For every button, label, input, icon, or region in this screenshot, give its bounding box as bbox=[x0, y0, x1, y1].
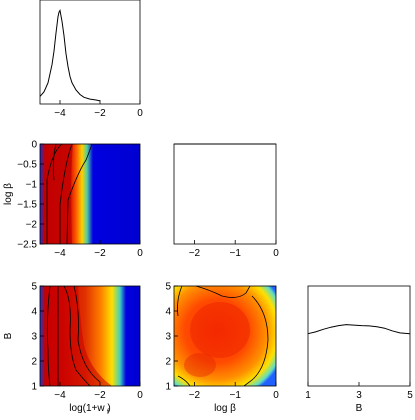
x-tick-label: 0 bbox=[137, 390, 143, 401]
series-line bbox=[39, 8, 101, 102]
contour-line bbox=[63, 285, 91, 387]
y-axis-label: B bbox=[3, 332, 14, 339]
x-tick-label: 5 bbox=[407, 390, 413, 401]
y-tick-label: 3 bbox=[31, 332, 37, 343]
x-axis-label: log β bbox=[214, 403, 236, 414]
x-tick-label: −1 bbox=[229, 390, 241, 401]
x-tick-label: 0 bbox=[137, 108, 143, 119]
x-tick-label: −2 bbox=[94, 108, 106, 119]
contour-line bbox=[52, 143, 57, 181]
x-tick-label: −1 bbox=[229, 248, 241, 259]
heatmap-field bbox=[174, 286, 276, 386]
x-tick-label: −4 bbox=[54, 248, 66, 259]
contour-line bbox=[243, 295, 269, 387]
x-tick-label: 0 bbox=[273, 390, 279, 401]
y-tick-label: −2.5 bbox=[17, 240, 37, 251]
x-tick-label: 1 bbox=[305, 390, 311, 401]
x-tick-label: −2 bbox=[189, 390, 201, 401]
x-tick-label: −2 bbox=[94, 390, 106, 401]
panel-w-marginal: −4 −2 0 bbox=[39, 0, 143, 119]
contour-line bbox=[46, 143, 63, 244]
contour-line bbox=[195, 285, 251, 298]
contour-line bbox=[177, 285, 183, 317]
panel-frame bbox=[39, 0, 141, 105]
series-line bbox=[307, 324, 411, 335]
y-tick-label: −0.5 bbox=[17, 160, 37, 171]
y-tick-label: 1 bbox=[31, 382, 37, 393]
heatmap-hotspot bbox=[184, 353, 216, 377]
x-tick-label: −4 bbox=[54, 108, 66, 119]
contour-line bbox=[59, 143, 73, 244]
y-tick-label: −2 bbox=[26, 220, 38, 231]
panel-frame bbox=[39, 143, 141, 245]
x-axis-label-subscript: f bbox=[107, 409, 109, 416]
y-tick-label: 1 bbox=[165, 382, 171, 393]
panel-logbeta-vs-w: −4 −2 0 0 −0.5 −1 −1.5 −2 −2.5 log β bbox=[3, 140, 143, 260]
x-tick-label: −2 bbox=[94, 248, 106, 259]
x-axis-label: log(1+w ) bbox=[69, 403, 110, 414]
panel-B-vs-logbeta: −2 −1 0 1 2 3 4 5 log β bbox=[165, 282, 279, 415]
x-tick-label: 0 bbox=[137, 248, 143, 259]
y-tick-label: −1 bbox=[26, 180, 38, 191]
contour-line bbox=[73, 285, 101, 383]
contour-line bbox=[46, 285, 51, 387]
panel-frame bbox=[173, 143, 277, 245]
heatmap-red-core bbox=[44, 144, 73, 244]
y-tick-label: 2 bbox=[165, 357, 171, 368]
y-tick-label: 2 bbox=[31, 357, 37, 368]
x-tick-label: 0 bbox=[273, 248, 279, 259]
x-tick-label: −2 bbox=[189, 248, 201, 259]
panel-logbeta-marginal: −2 −1 0 bbox=[173, 143, 279, 259]
x-tick-label: −4 bbox=[54, 390, 66, 401]
x-axis-label: B bbox=[356, 403, 363, 414]
y-tick-label: 5 bbox=[165, 282, 171, 293]
y-tick-label: −1.5 bbox=[17, 200, 37, 211]
panel-B-vs-w: −4 −2 0 1 2 3 4 5 B log(1+w ) f bbox=[3, 282, 143, 417]
heatmap-hotspot bbox=[190, 302, 250, 358]
x-tick-label: 3 bbox=[356, 390, 362, 401]
y-tick-label: 3 bbox=[165, 332, 171, 343]
y-tick-label: 5 bbox=[31, 282, 37, 293]
contour-line bbox=[66, 143, 93, 245]
y-tick-label: 0 bbox=[31, 140, 37, 151]
y-axis-label: log β bbox=[3, 183, 14, 205]
y-tick-label: 4 bbox=[165, 307, 171, 318]
contour-line bbox=[177, 375, 191, 387]
panel-frame bbox=[307, 285, 411, 387]
y-tick-label: 4 bbox=[31, 307, 37, 318]
panel-B-marginal: 1 3 5 B bbox=[305, 285, 413, 414]
